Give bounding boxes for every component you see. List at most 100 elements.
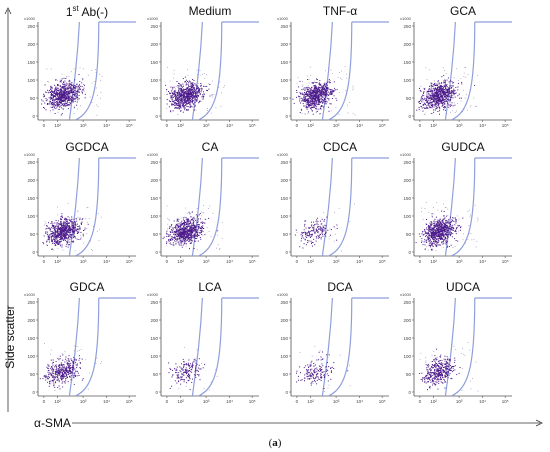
event-dot — [71, 85, 73, 87]
event-dot — [199, 227, 201, 229]
event-dot — [53, 91, 55, 93]
event-dot — [56, 231, 57, 233]
event-dot — [315, 240, 317, 242]
event-dot — [428, 104, 430, 106]
event-dot — [196, 224, 198, 226]
event-dot — [349, 221, 351, 222]
event-dot — [195, 219, 197, 221]
event-dot — [319, 88, 321, 90]
event-dot — [183, 224, 185, 226]
event-dot — [310, 108, 312, 110]
event-dot — [442, 92, 444, 93]
event-dot — [328, 67, 329, 69]
event-dot — [442, 104, 444, 106]
event-dot — [326, 101, 328, 103]
event-dot — [65, 220, 67, 222]
event-dot — [191, 231, 192, 233]
event-dot — [60, 221, 62, 223]
event-dot — [49, 228, 51, 230]
event-dot — [313, 90, 315, 92]
event-dot — [419, 101, 420, 102]
event-dot — [299, 98, 301, 100]
event-dot — [44, 91, 46, 93]
event-dot — [54, 235, 56, 237]
event-dot — [170, 229, 172, 231]
event-dot — [188, 233, 190, 235]
event-dot — [333, 95, 335, 97]
event-dot — [53, 100, 55, 102]
event-dot — [188, 230, 190, 232]
event-dot — [313, 226, 315, 228]
x-tick-label: 10⁵ — [379, 259, 386, 264]
event-dot — [320, 223, 322, 225]
event-dot — [173, 240, 175, 241]
event-dot — [317, 103, 319, 105]
event-dot — [71, 229, 73, 231]
event-dot — [62, 226, 64, 228]
event-dot — [426, 79, 428, 80]
x-tick-label: 10⁵ — [126, 259, 133, 264]
event-dot — [65, 98, 67, 100]
event-dot — [57, 80, 58, 81]
event-dot — [80, 237, 82, 238]
event-dot — [444, 86, 445, 88]
event-dot — [176, 228, 178, 230]
event-dot — [430, 90, 432, 92]
event-dot — [179, 106, 180, 107]
event-dot — [434, 93, 436, 95]
event-dot — [174, 231, 176, 232]
event-dot — [67, 98, 69, 100]
event-dot — [50, 95, 52, 97]
event-dot — [46, 104, 48, 105]
event-dot — [183, 237, 185, 239]
event-dot — [309, 97, 311, 99]
event-dot — [305, 233, 306, 235]
event-dot — [457, 82, 459, 84]
event-dot — [60, 235, 61, 237]
event-dot — [62, 232, 64, 234]
event-dot — [67, 238, 69, 240]
event-dot — [442, 99, 444, 101]
event-dot — [43, 93, 45, 95]
event-dot — [53, 233, 55, 235]
event-dot — [65, 229, 67, 231]
event-dot — [325, 87, 327, 89]
event-dot — [179, 238, 181, 240]
event-dot — [52, 241, 53, 243]
event-dot — [192, 230, 194, 232]
event-dot — [48, 237, 49, 239]
event-dot — [198, 91, 199, 92]
event-dot — [171, 89, 173, 91]
event-dot — [196, 238, 198, 239]
y-unit-label: x1000 — [24, 16, 36, 21]
event-dot — [167, 235, 169, 237]
event-dot — [431, 85, 433, 87]
event-dot — [440, 92, 442, 94]
event-dot — [185, 239, 187, 241]
event-dot — [430, 96, 432, 98]
event-dot — [311, 98, 313, 100]
event-dot — [57, 108, 59, 110]
event-dot — [187, 92, 188, 94]
event-dot — [71, 224, 73, 226]
event-dot — [316, 229, 318, 231]
event-dot — [59, 223, 60, 225]
event-dot — [72, 241, 74, 243]
gate-left-edge — [321, 157, 333, 257]
event-dot — [452, 105, 454, 107]
event-dot — [316, 79, 318, 81]
event-dot — [65, 229, 67, 230]
event-dot — [175, 104, 177, 106]
event-dot — [187, 224, 189, 226]
event-dot — [186, 229, 188, 231]
event-dot — [312, 226, 314, 228]
y-tick-label: 0 — [155, 114, 158, 119]
event-dot — [173, 101, 175, 103]
event-dot — [176, 229, 178, 231]
event-dot — [171, 90, 173, 92]
event-dot — [175, 231, 177, 233]
event-dot — [441, 87, 443, 89]
event-dot — [61, 73, 63, 75]
event-dot — [204, 222, 206, 224]
